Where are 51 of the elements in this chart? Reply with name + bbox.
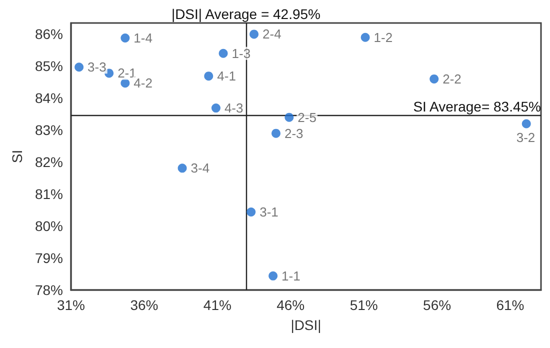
y-tick-label: 85%	[34, 58, 63, 74]
x-tick-label: 61%	[496, 297, 524, 313]
point	[246, 207, 256, 216]
data-label: 2-5	[298, 110, 316, 125]
x-tick-label: 41%	[203, 297, 232, 313]
data-label: 1-4	[134, 30, 152, 46]
data-label: 4-3	[224, 100, 244, 116]
point	[120, 78, 130, 88]
data-label: 1-1	[282, 268, 300, 284]
y-tick-label: 86%	[34, 26, 63, 42]
ref-line-label: |DSI| Average = 42.95%	[171, 6, 320, 22]
point	[284, 112, 294, 122]
x-tick-label: 31%	[56, 297, 86, 313]
data-label: 1-2	[374, 30, 393, 45]
data-label: 3-1	[260, 204, 278, 220]
point	[211, 104, 220, 113]
data-label: 3-3	[88, 60, 106, 75]
point	[522, 119, 531, 128]
y-tick-label: 79%	[34, 250, 63, 266]
x-tick-label: 46%	[276, 297, 305, 313]
data-label: 2-2	[442, 71, 462, 86]
point	[120, 34, 130, 43]
y-tick-label: 82%	[34, 154, 63, 170]
x-tick-label: 51%	[350, 297, 378, 313]
x-tick-label: 56%	[423, 297, 452, 313]
data-label: 2-1	[118, 66, 136, 81]
ref-line-label: SI Average= 83.45%	[413, 98, 541, 115]
data-label: 3-2	[516, 130, 536, 146]
data-label: 4-1	[217, 68, 236, 84]
y-tick-label: 83%	[34, 122, 63, 138]
y-tick-label: 84%	[34, 90, 63, 106]
y-tick-label: 81%	[34, 186, 63, 202]
point	[178, 164, 187, 173]
data-label: 3-4	[190, 160, 210, 176]
y-tick-label: 78%	[34, 282, 63, 298]
point	[271, 128, 280, 138]
y-tick-label: 80%	[34, 218, 63, 234]
y-axis-title: SI	[9, 150, 26, 164]
point	[250, 30, 259, 39]
point	[430, 74, 439, 84]
point	[268, 271, 278, 280]
x-tick-label: 36%	[130, 297, 158, 313]
point	[204, 72, 214, 81]
point	[360, 32, 370, 42]
point	[74, 62, 84, 72]
x-axis-title: |DSI|	[290, 317, 322, 333]
data-label: 2-4	[262, 26, 282, 42]
data-label: 4-2	[134, 76, 152, 91]
data-label: 2-3	[284, 126, 304, 141]
point	[218, 48, 228, 58]
data-label: 1-3	[232, 46, 251, 61]
